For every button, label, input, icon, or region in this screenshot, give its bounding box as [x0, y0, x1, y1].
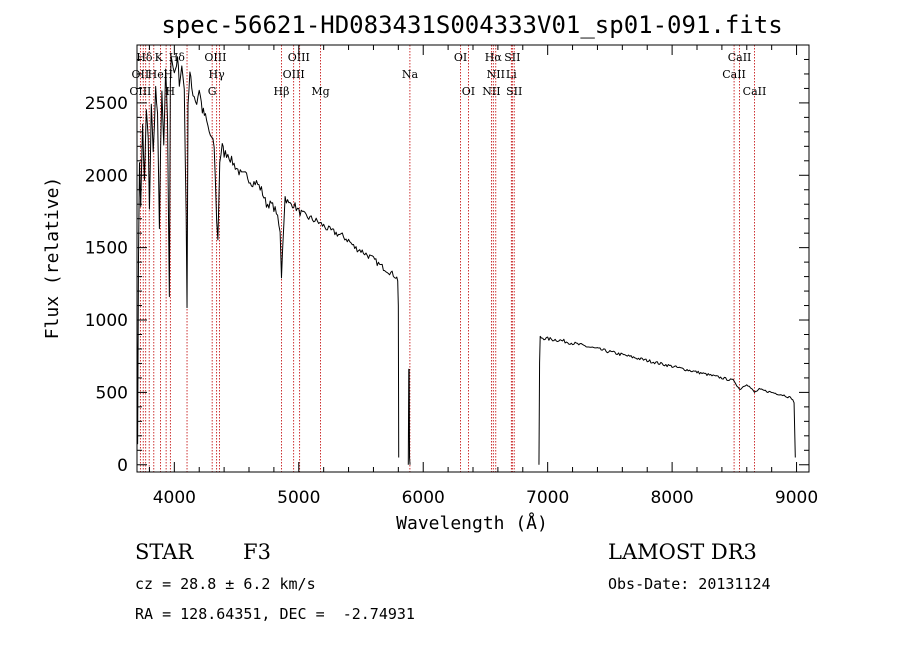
- line-label: G: [208, 85, 217, 98]
- spectrum-segment-3: [538, 335, 796, 465]
- x-tick-label: 4000: [153, 488, 196, 508]
- line-label: OIII: [288, 51, 310, 64]
- obs-date-text: Obs-Date: 20131124: [608, 575, 771, 593]
- line-label: Hδ: [136, 51, 153, 64]
- spectrum-segment-2: [407, 368, 411, 465]
- line-label: CaII: [722, 68, 746, 81]
- line-label: Na: [402, 68, 419, 81]
- emission-line-markers: [139, 45, 755, 472]
- line-label: He: [148, 68, 164, 81]
- spectrum-series: [136, 56, 796, 465]
- line-label: Mg: [311, 85, 329, 98]
- y-tick-label: 2000: [85, 166, 128, 186]
- redshift-text: cz = 28.8 ± 6.2 km/s: [135, 575, 316, 593]
- line-label: CaII: [743, 85, 767, 98]
- y-axis-label: Flux (relative): [42, 177, 63, 340]
- line-label: OIII: [283, 68, 305, 81]
- object-subclass: F3: [243, 540, 271, 564]
- y-tick-label: 2500: [85, 94, 128, 114]
- line-label: SII: [504, 51, 520, 64]
- y-tick-label: 500: [96, 383, 128, 403]
- line-label: OIII: [129, 85, 151, 98]
- y-tick-label: 1000: [85, 311, 128, 331]
- line-label: NII: [482, 85, 500, 98]
- line-label: CaII: [728, 51, 752, 64]
- line-label: OII: [132, 68, 150, 81]
- coordinates-text: RA = 128.64351, DEC = -2.74931: [135, 605, 415, 623]
- x-tick-label: 9000: [775, 488, 818, 508]
- x-tick-label: 8000: [650, 488, 693, 508]
- plot-frame: [136, 44, 810, 473]
- spectrum-segment-1: [136, 56, 400, 458]
- y-tick-label: 1500: [85, 239, 128, 259]
- object-class: STAR: [135, 540, 194, 564]
- line-label: Hα: [485, 51, 503, 64]
- line-label: Li: [506, 68, 517, 81]
- x-axis-label: Wavelength (Å): [396, 512, 548, 534]
- y-tick-label: 0: [117, 456, 128, 476]
- line-label: SII: [506, 85, 522, 98]
- x-tick-label: 6000: [402, 488, 445, 508]
- x-tick-label: 5000: [277, 488, 320, 508]
- axis-ticks: 4000 5000 6000 7000 8000 9000 0 500 1000 1500 2000…: [85, 45, 818, 508]
- chart-title: spec-56621-HD083431S004333V01_sp01-091.f…: [161, 11, 782, 39]
- line-label: Hβ: [274, 85, 290, 98]
- line-label: H: [163, 68, 173, 81]
- line-label: Hγ: [209, 68, 226, 81]
- survey-label: LAMOST DR3: [608, 540, 757, 564]
- line-label: K: [155, 51, 164, 64]
- line-label: OI: [462, 85, 475, 98]
- x-tick-label: 7000: [526, 488, 569, 508]
- line-label: NII: [487, 68, 505, 81]
- line-label: OI: [454, 51, 467, 64]
- line-label: OIII: [204, 51, 226, 64]
